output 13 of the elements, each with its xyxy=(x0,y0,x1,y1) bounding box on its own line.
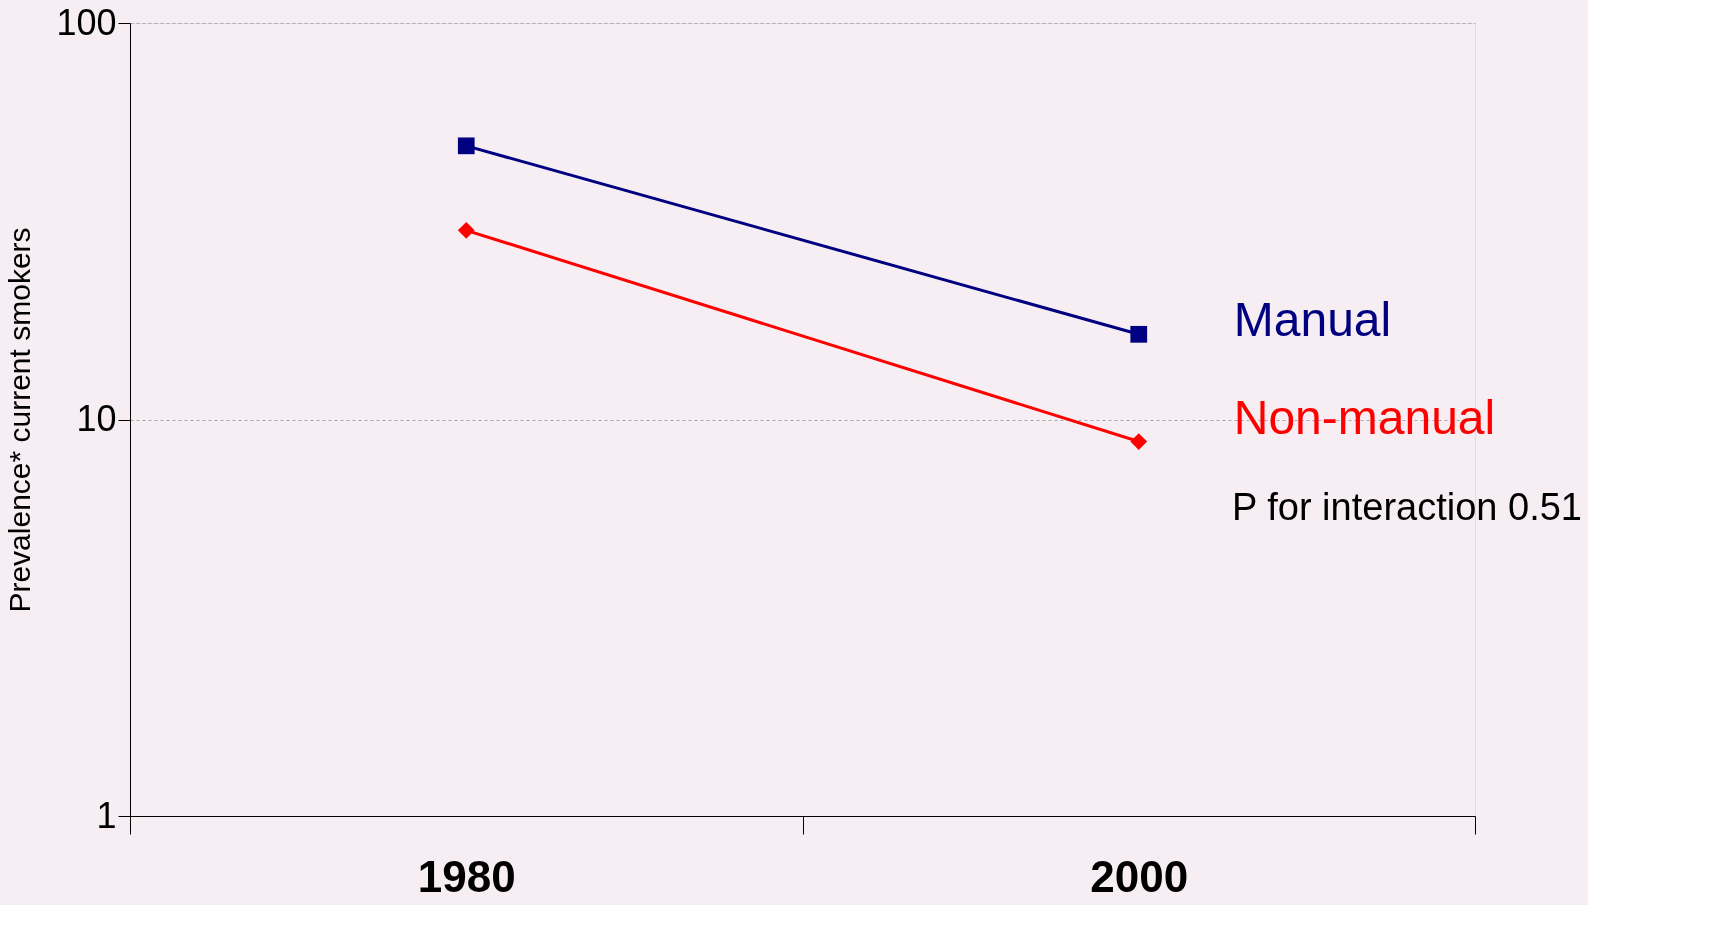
y-axis-title: Prevalence* current smokers xyxy=(3,227,37,613)
point xyxy=(1130,325,1148,343)
point xyxy=(457,221,475,239)
point xyxy=(457,137,475,155)
y-tick-label: 1 xyxy=(96,794,117,836)
y-tick-label: 10 xyxy=(76,398,117,439)
point xyxy=(1130,433,1148,450)
annotation: P for interaction 0.51 xyxy=(1232,486,1582,528)
x-tick-label: 1980 xyxy=(417,851,516,901)
y-tick-label: 100 xyxy=(56,1,117,43)
series-label: Non-manual xyxy=(1233,390,1496,444)
x-tick-label: 2000 xyxy=(1090,851,1189,901)
series-label: Manual xyxy=(1233,293,1392,347)
